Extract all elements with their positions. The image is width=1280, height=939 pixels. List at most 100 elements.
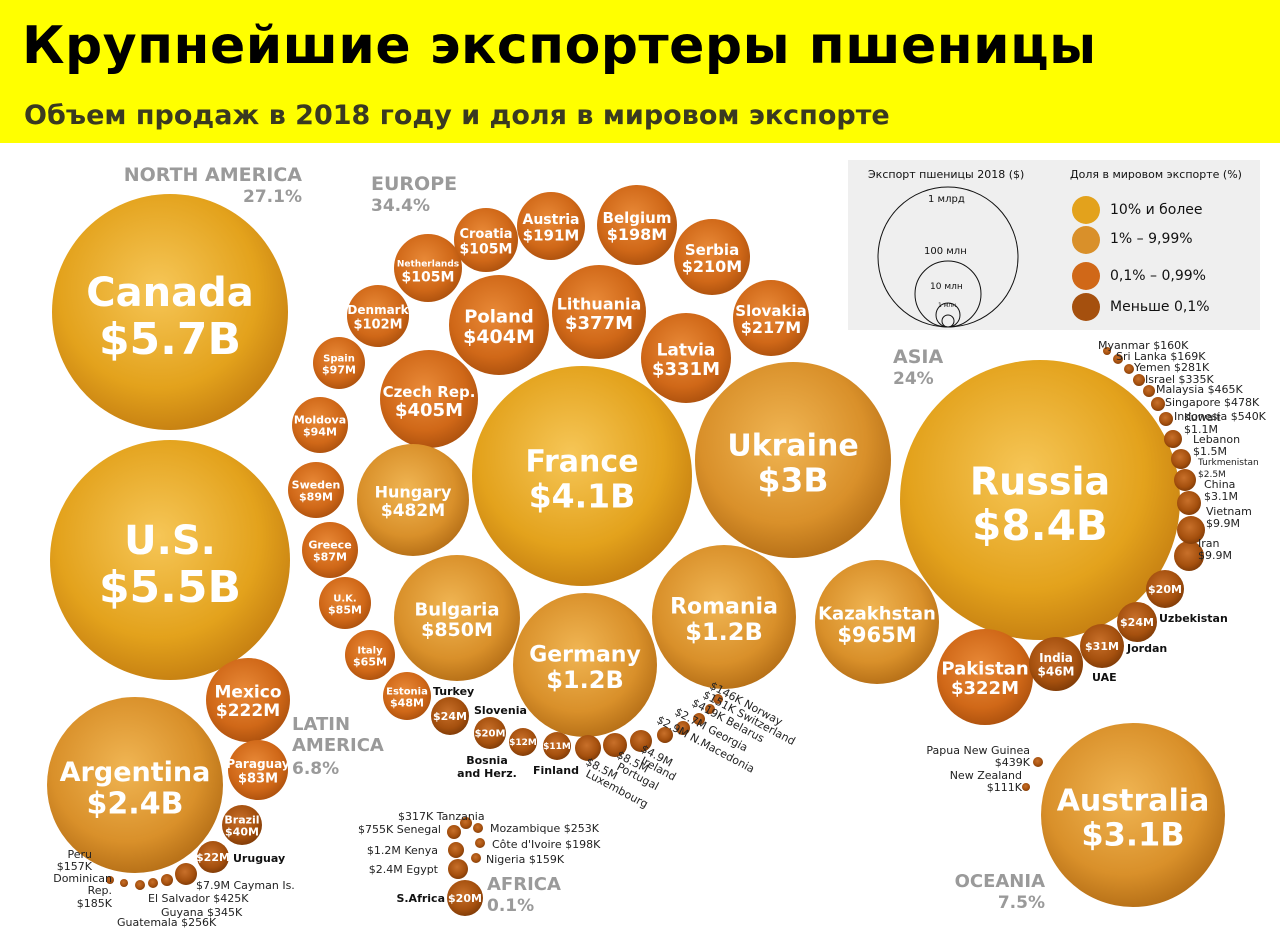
bubble-value-kazakhstan: $965M: [837, 623, 916, 647]
page-subtitle: Объем продаж в 2018 году и доля в мирово…: [24, 100, 890, 131]
bubble-value-uzbekistan: $20M: [1148, 583, 1182, 596]
bubble-value-serbia: $210M: [682, 257, 742, 276]
bubble-uruguay: [197, 841, 229, 873]
region-share-africa: 0.1%: [487, 896, 534, 916]
bubble-name-slovakia: Slovakia: [735, 302, 806, 320]
bubble-serbia: [674, 219, 750, 295]
bubble-value-hungary: $482M: [381, 501, 445, 521]
bubble-name-paraguay: Paraguay: [226, 757, 289, 771]
bubble-myanmar: [1103, 347, 1111, 355]
page-title: Крупнейшие экспортеры пшеницы: [22, 16, 1097, 76]
bubble-name-canada: Canada: [86, 270, 253, 316]
bubble-greece: [302, 522, 358, 578]
bubble-bulgaria: [394, 555, 520, 681]
bubble-papua-new-guinea: [1033, 757, 1043, 767]
bubble-value-slovakia: $217M: [741, 318, 801, 337]
bubble-value-lithuania: $377M: [565, 313, 633, 334]
bubble-value-uae: $31M: [1085, 640, 1119, 653]
bubble-value-greece: $87M: [313, 550, 347, 563]
label-value-kuwait: $1.1M: [1184, 423, 1218, 436]
bubble-spain: [313, 337, 365, 389]
bubble-name-belgium: Belgium: [603, 209, 672, 227]
bubble-indonesia: [1159, 412, 1173, 426]
bubble-value-spain: $97M: [322, 363, 356, 376]
bubble-norway: [713, 694, 723, 704]
bubble-uae: [1080, 624, 1124, 668]
label-value-papua-new-guinea: $439K: [995, 756, 1031, 769]
region-name-north-america: NORTH AMERICA: [124, 164, 303, 186]
bubble-value-bosnia-and-herz: $12M: [509, 738, 537, 748]
label-value-vietnam: $9.9M: [1206, 517, 1240, 530]
bubble-value-jordan: $24M: [1120, 616, 1154, 629]
label-sri-lanka: Sri Lanka $169K: [1116, 350, 1206, 363]
bubble-kenya: [448, 842, 464, 858]
bubble-brazil: [222, 805, 262, 845]
label-malaysia: Malaysia $465K: [1156, 383, 1244, 396]
bubble-kazakhstan: [815, 560, 939, 684]
legend-swatch-gold: [1072, 196, 1100, 224]
label-el-salvador: El Salvador $425K: [148, 892, 249, 905]
label-turkey: Turkey: [433, 685, 474, 698]
label-yemen: Yemen $281K: [1133, 361, 1210, 374]
bubble-el-salvador: [161, 874, 173, 886]
bubble-italy: [345, 630, 395, 680]
bubble-poland: [449, 275, 549, 375]
region-name-africa: AFRICA: [487, 874, 561, 895]
bubble-india: [1029, 637, 1083, 691]
bubble-finland: [543, 732, 571, 760]
legend-size-label-3: 10 млн: [930, 282, 963, 292]
bubble-name-sweden: Sweden: [292, 478, 341, 491]
bubble-argentina: [47, 697, 223, 873]
bubble-value-slovenia: $20M: [475, 729, 506, 740]
bubble-name-romania: Romania: [670, 595, 778, 620]
label-uruguay: Uruguay: [233, 852, 285, 865]
bubble-value-mexico: $222M: [216, 701, 280, 721]
bubble-value-brazil: $40M: [225, 825, 259, 838]
bubble-latvia: [641, 313, 731, 403]
bubble-guyana: [148, 878, 158, 888]
bubble-germany: [513, 593, 657, 737]
bubble-israel: [1133, 374, 1145, 386]
bubble-sri-lanka: [1113, 354, 1123, 364]
bubble-value-turkey: $24M: [433, 710, 467, 723]
label-name-china: China: [1204, 478, 1235, 491]
label-c-te-d-ivoire: Côte d'Ivoire $198K: [492, 838, 601, 851]
region-share-asia: 24%: [893, 369, 934, 389]
bubble-belarus: [693, 713, 705, 725]
bubble-value-france: $4.1B: [529, 476, 636, 515]
legend-swatch-orange: [1072, 262, 1100, 290]
label-uzbekistan: Uzbekistan: [1159, 612, 1228, 625]
label-tanzania: $317K Tanzania: [398, 810, 485, 823]
bubble-name-germany: Germany: [529, 643, 641, 668]
bubble-value-czech-rep: $405M: [395, 400, 463, 421]
bubble-netherlands: [394, 234, 462, 302]
label-cayman-is: $7.9M Cayman Is.: [196, 879, 295, 892]
bubble-pakistan: [937, 629, 1033, 725]
region-name-latin-america-1: LATIN: [292, 714, 350, 735]
legend-share-label-1: 10% и более: [1110, 202, 1203, 218]
label-slovenia: Slovenia: [474, 704, 527, 717]
label-jordan: Jordan: [1126, 642, 1167, 655]
label-name-papua-new-guinea: Papua New Guinea: [926, 744, 1030, 757]
bubble-name-argentina: Argentina: [60, 757, 211, 788]
legend-size-circles: [877, 186, 1019, 328]
bubble-u-k: [319, 577, 371, 629]
bubble-name-poland: Poland: [464, 306, 534, 327]
bubble-name-france: France: [525, 445, 638, 480]
bubble-australia: [1041, 723, 1225, 907]
bubble-ukraine: [695, 362, 891, 558]
bubble-lithuania: [552, 265, 646, 359]
region-name-latin-america-2: AMERICA: [292, 735, 384, 756]
bubble-name-austria: Austria: [523, 212, 580, 228]
legend-share-label-4: Меньше 0,1%: [1110, 299, 1210, 315]
label-finland: Finland: [533, 764, 579, 777]
region-share-oceania: 7.5%: [998, 893, 1045, 913]
bubble-value-austria: $191M: [523, 226, 580, 244]
bubble-iran: [1174, 541, 1204, 571]
legend-size-title: Экспорт пшеницы 2018 ($): [868, 168, 1025, 181]
legend-share-label-2: 1% – 9,99%: [1110, 231, 1193, 247]
bubble-belgium: [597, 185, 677, 265]
bubble-name-kazakhstan: Kazakhstan: [818, 603, 936, 624]
legend-size-label-2: 100 млн: [924, 246, 967, 257]
bubble-moldova: [292, 397, 348, 453]
